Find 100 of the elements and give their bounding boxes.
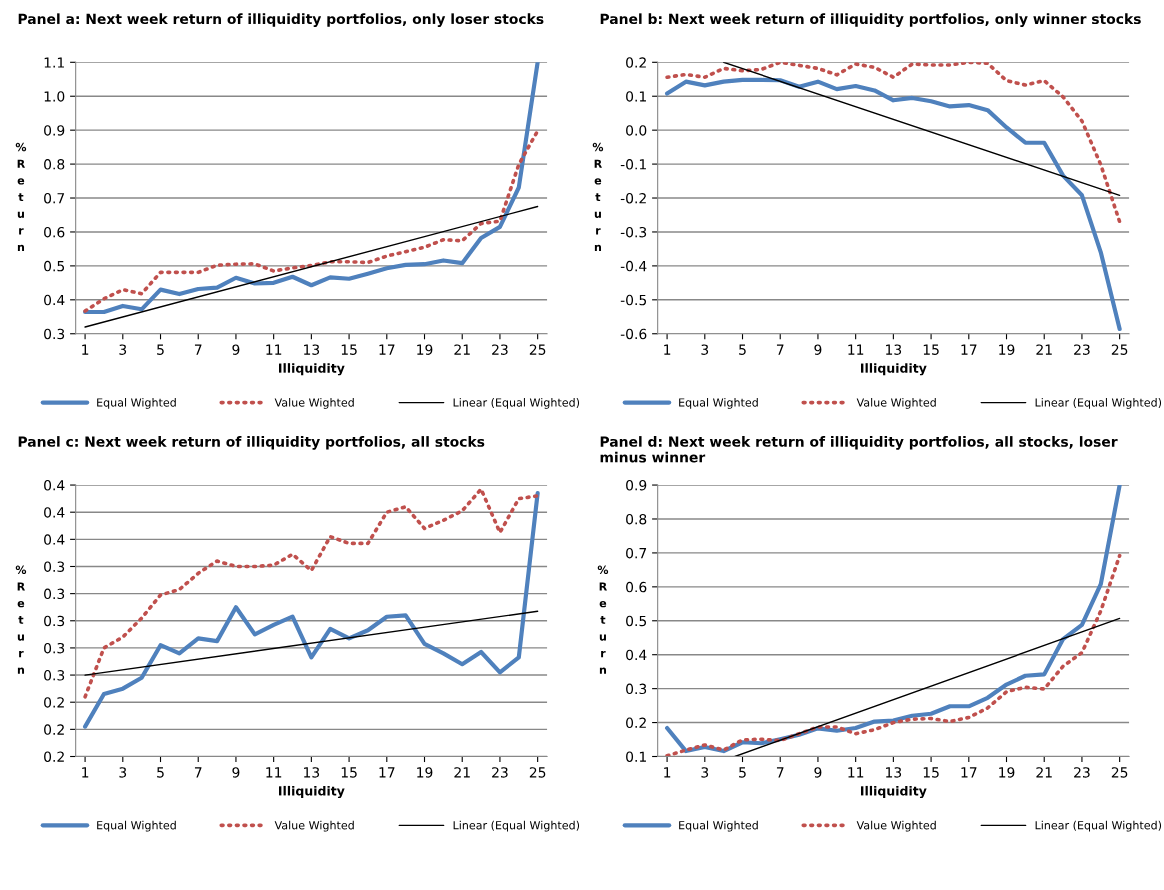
legend-label: Equal Wighted	[97, 820, 176, 832]
y-tick-label: -0.6	[620, 328, 647, 340]
x-tick-label: 1	[82, 344, 89, 355]
y-tick-label: 0.5	[44, 260, 65, 272]
x-tick-label: 19	[999, 344, 1015, 355]
y-tick-label: 0.0	[626, 125, 647, 136]
x-tick-label: 9	[232, 767, 240, 778]
x-tick-label: 11	[848, 344, 864, 355]
x-axis-title: Illiquidity	[279, 785, 345, 799]
y-tick-label: -0.1	[620, 159, 646, 170]
y-axis-title: %Return	[592, 142, 604, 252]
x-tick-label: 25	[529, 767, 546, 778]
x-tick-label: 25	[1111, 767, 1128, 778]
y-tick-label: 0.9	[626, 480, 647, 491]
x-tick-label: 1	[82, 767, 89, 778]
x-tick-label: 15	[341, 344, 357, 355]
x-tick-label: 19	[999, 767, 1015, 778]
y-tick-label: 0.3	[44, 670, 65, 681]
y-axis-title: %Return	[15, 142, 27, 252]
x-tick-label: 7	[776, 344, 784, 355]
x-tick-label: 23	[1074, 344, 1090, 355]
y-tick-label: -0.3	[620, 226, 647, 238]
y-tick-label: 0.8	[44, 159, 65, 170]
x-tick-label: 1	[664, 767, 671, 778]
y-tick-label: 0.2	[44, 751, 64, 762]
x-tick-label: 17	[961, 344, 977, 355]
chart-title: Panel c: Next week return of illiquidity portfolios, all stocks	[18, 436, 485, 450]
x-tick-label: 9	[232, 344, 240, 355]
x-tick-label: 21	[1036, 344, 1052, 355]
x-tick-label: 3	[119, 344, 127, 355]
x-tick-label: 11	[266, 767, 282, 778]
y-tick-label: 0.3	[44, 615, 65, 627]
x-tick-label: 21	[1036, 767, 1052, 778]
legend-label: Equal Wighted	[679, 398, 758, 409]
legend-label: Equal Wighted	[679, 820, 758, 832]
line-series	[665, 62, 1122, 224]
x-tick-label: 3	[119, 767, 127, 778]
x-tick-label: 3	[701, 767, 709, 778]
x-tick-label: 7	[194, 767, 202, 778]
legend-label: Equal Wighted	[97, 398, 176, 409]
x-tick-label: 17	[379, 767, 395, 778]
chart-title: Panel b: Next week return of illiquidity portfolios, only winner stocks	[600, 13, 1141, 27]
x-tick-label: 1	[664, 344, 671, 355]
line-series	[83, 129, 540, 313]
y-tick-label: 0.4	[44, 294, 65, 306]
legend-label: Linear (Equal Wighted)	[453, 398, 580, 409]
x-tick-label: 23	[492, 767, 508, 778]
y-tick-label: 1.0	[44, 91, 65, 102]
y-tick-label: 0.5	[626, 615, 647, 627]
y-tick-label: 0.6	[44, 226, 65, 238]
y-tick-label: 0.4	[44, 507, 65, 518]
y-tick-label: 0.2	[626, 717, 646, 729]
legend-label: Linear (Equal Wighted)	[1035, 398, 1162, 409]
y-tick-label: 0.7	[44, 192, 65, 204]
chart-title: Panel a: Next week return of illiquidity portfolios, only loser stocks	[18, 13, 544, 27]
line-series	[83, 62, 540, 315]
x-tick-label: 15	[923, 767, 939, 778]
x-tick-label: 11	[266, 344, 282, 355]
chart-title: Panel d: Next week return of illiquidity portfolios, all stocks, loser minus winner	[600, 436, 1118, 463]
x-tick-label: 15	[341, 767, 357, 778]
y-tick-label: 0.3	[44, 588, 65, 600]
x-tick-label: 13	[304, 767, 320, 778]
x-tick-label: 21	[454, 344, 470, 355]
x-tick-label: 17	[379, 344, 395, 355]
x-tick-label: 19	[417, 767, 433, 778]
y-axis-title: %Return	[597, 565, 609, 674]
y-tick-label: 0.2	[44, 697, 64, 708]
x-tick-label: 23	[492, 344, 508, 355]
y-tick-label: 0.3	[626, 683, 647, 695]
x-tick-label: 5	[739, 344, 746, 355]
legend-label: Linear (Equal Wighted)	[1035, 820, 1162, 832]
y-tick-label: 0.3	[44, 561, 65, 572]
legend-label: Value Wighted	[274, 398, 354, 409]
x-tick-label: 3	[701, 344, 709, 355]
y-tick-label: -0.2	[620, 192, 646, 204]
x-tick-label: 13	[304, 344, 320, 355]
x-tick-label: 19	[417, 344, 433, 355]
x-tick-label: 5	[157, 344, 164, 355]
y-tick-label: -0.5	[620, 294, 647, 306]
y-tick-label: 1.1	[44, 57, 64, 68]
x-tick-label: 7	[194, 344, 202, 355]
x-axis-title: Illiquidity	[861, 785, 927, 799]
y-tick-label: 0.3	[44, 642, 65, 654]
legend-label: Value Wighted	[274, 820, 354, 832]
y-tick-label: 0.4	[626, 649, 647, 661]
x-tick-label: 25	[529, 344, 546, 355]
legend-label: Value Wighted	[856, 398, 936, 409]
y-tick-label: 0.3	[44, 328, 65, 340]
x-tick-label: 21	[454, 767, 470, 778]
y-tick-label: 0.1	[626, 751, 646, 762]
x-axis-title: Illiquidity	[279, 363, 345, 376]
x-axis-title: Illiquidity	[861, 363, 927, 376]
legend-label: Linear (Equal Wighted)	[453, 820, 580, 832]
x-tick-label: 13	[886, 344, 902, 355]
line-series	[665, 553, 1122, 757]
x-tick-label: 15	[923, 344, 939, 355]
line-series	[665, 77, 1122, 332]
x-tick-label: 13	[886, 767, 902, 778]
x-tick-label: 17	[961, 767, 977, 778]
x-tick-label: 25	[1111, 344, 1128, 355]
